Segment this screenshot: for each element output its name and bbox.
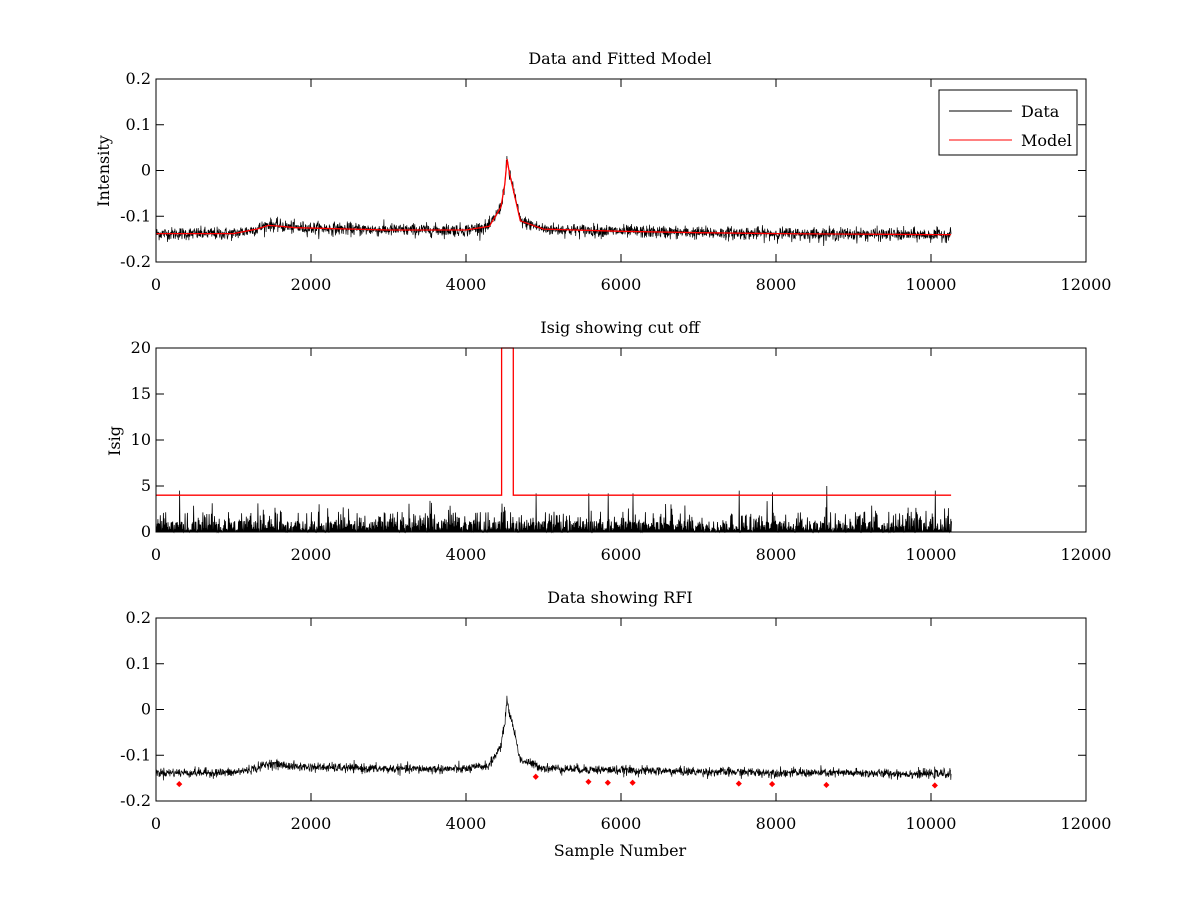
y-tick-label: -0.2 <box>120 252 151 271</box>
series-data-line <box>155 695 952 781</box>
y-tick-label: 5 <box>141 476 151 495</box>
x-tick-label: 10000 <box>906 545 957 564</box>
x-tick-label: 10000 <box>906 814 957 833</box>
x-tick-label: 2000 <box>291 275 332 294</box>
x-tick-label: 12000 <box>1061 275 1112 294</box>
y-tick-label: 0.2 <box>126 69 151 88</box>
subplot-title: Isig showing cut off <box>540 318 701 337</box>
y-tick-label: 0 <box>141 700 151 719</box>
subplot-data-showing-rfi: Data showing RFI 0 2000 4000 6000 8000 10000 1… <box>120 588 1111 860</box>
series-data-line <box>155 155 952 247</box>
rfi-marker <box>585 778 592 785</box>
x-tick-label: 8000 <box>756 545 797 564</box>
x-tick-label: 6000 <box>601 545 642 564</box>
plot-area: 0 2000 4000 6000 8000 10000 12000 -0.2 -0.1 0 0.1 0… <box>120 608 1111 833</box>
x-tick-label: 10000 <box>906 275 957 294</box>
x-tick-label: 12000 <box>1061 814 1112 833</box>
rfi-marker <box>823 781 830 789</box>
x-tick-label: 2000 <box>291 545 332 564</box>
legend-label-data: Data <box>1021 102 1060 121</box>
subplot-title: Data showing RFI <box>547 588 692 607</box>
x-tick-label: 6000 <box>601 814 642 833</box>
plot-area: 0 2000 4000 6000 8000 10000 12000 -0.2 -0.1 0 0.1 0… <box>120 69 1111 294</box>
y-tick-label: 0.1 <box>126 115 151 134</box>
rfi-marker <box>532 773 539 780</box>
x-tick-label: 4000 <box>446 814 487 833</box>
rfi-marker <box>931 782 938 789</box>
x-axis-label: Sample Number <box>554 841 687 860</box>
y-tick-label: 10 <box>131 430 151 449</box>
legend: Data Model <box>938 89 1078 156</box>
series-model-line <box>156 158 952 236</box>
y-tick-label: -0.1 <box>120 206 151 225</box>
y-tick-label: 20 <box>131 338 151 357</box>
subplot-data-and-fitted-model: Data and Fitted Model Intensity 0 2000 400… <box>94 49 1111 294</box>
plot-area: 0 2000 4000 6000 8000 10000 12000 0 5 10 15 20 <box>131 338 1112 564</box>
x-tick-label: 4000 <box>446 275 487 294</box>
x-tick-label: 8000 <box>756 275 797 294</box>
y-tick-label: 0 <box>141 522 151 541</box>
x-tick-label: 0 <box>151 275 161 294</box>
rfi-marker <box>769 781 776 788</box>
x-tick-label: 4000 <box>446 545 487 564</box>
y-axis-label: Intensity <box>94 135 113 207</box>
rfi-marker <box>629 779 636 786</box>
legend-label-model: Model <box>1021 131 1072 150</box>
y-tick-label: 0 <box>141 161 151 180</box>
y-tick-label: 0.1 <box>126 654 151 673</box>
x-tick-label: 2000 <box>291 814 332 833</box>
x-tick-label: 12000 <box>1061 545 1112 564</box>
y-axis-label: Isig <box>105 426 124 456</box>
rfi-marker <box>735 780 742 787</box>
x-tick-label: 8000 <box>756 814 797 833</box>
rfi-marker <box>176 781 183 788</box>
x-tick-label: 0 <box>151 545 161 564</box>
subplot-isig-cut-off: Isig showing cut off Isig 0 2000 4000 6000 8… <box>105 318 1111 564</box>
rfi-marker <box>604 779 611 786</box>
y-tick-label: 15 <box>131 384 151 403</box>
y-tick-label: -0.2 <box>120 791 151 810</box>
subplot-title: Data and Fitted Model <box>528 49 711 68</box>
y-tick-label: 0.2 <box>126 608 151 627</box>
legend-box <box>938 89 1078 156</box>
y-tick-label: -0.1 <box>120 745 151 764</box>
x-tick-label: 6000 <box>601 275 642 294</box>
x-tick-label: 0 <box>151 814 161 833</box>
